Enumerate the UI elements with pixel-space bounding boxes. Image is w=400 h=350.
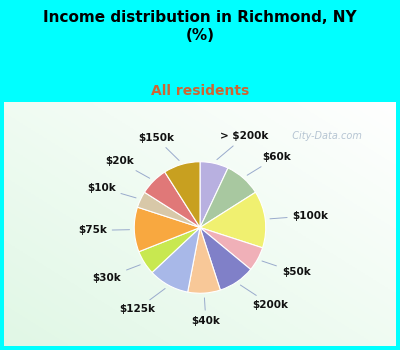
Wedge shape — [134, 207, 200, 252]
Text: All residents: All residents — [151, 84, 249, 98]
Text: $100k: $100k — [270, 211, 329, 221]
Wedge shape — [188, 228, 220, 293]
Text: $20k: $20k — [105, 156, 150, 178]
Text: $60k: $60k — [247, 153, 290, 175]
Wedge shape — [200, 162, 228, 228]
Wedge shape — [200, 192, 266, 248]
Text: Income distribution in Richmond, NY
(%): Income distribution in Richmond, NY (%) — [43, 10, 357, 43]
Text: $125k: $125k — [119, 288, 165, 314]
Text: $50k: $50k — [262, 261, 310, 278]
Text: $150k: $150k — [138, 133, 179, 161]
Text: $40k: $40k — [192, 298, 220, 326]
Wedge shape — [138, 192, 200, 228]
Wedge shape — [144, 172, 200, 228]
Wedge shape — [200, 228, 251, 290]
Wedge shape — [200, 168, 256, 228]
Text: $200k: $200k — [240, 285, 288, 310]
Text: > $200k: > $200k — [217, 131, 269, 160]
Wedge shape — [152, 228, 200, 292]
Wedge shape — [200, 228, 262, 270]
Wedge shape — [139, 228, 200, 273]
Wedge shape — [165, 162, 200, 228]
Text: City-Data.com: City-Data.com — [286, 131, 362, 141]
Text: $10k: $10k — [87, 183, 136, 198]
Text: $30k: $30k — [92, 265, 140, 282]
Text: $75k: $75k — [78, 225, 130, 236]
